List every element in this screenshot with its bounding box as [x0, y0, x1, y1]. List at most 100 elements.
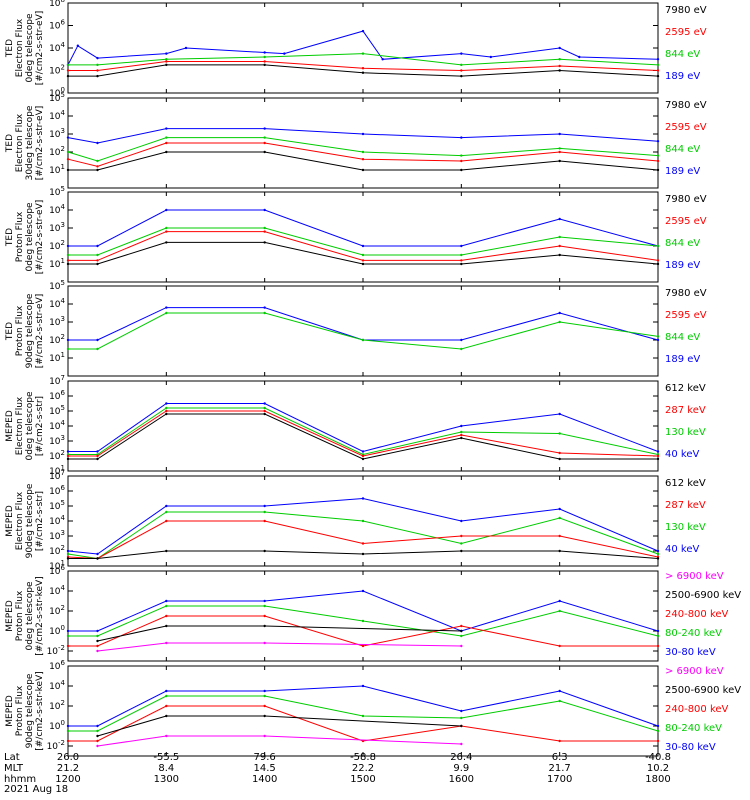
y-tick-label: 104 [49, 41, 65, 54]
panel-8-ylabel-line: Proton Flux [15, 685, 25, 736]
data-point [460, 74, 463, 78]
y-tick-label: 106 [49, 389, 65, 402]
data-point [558, 69, 561, 72]
panel-3-ylabel-line: Proton Flux [15, 211, 25, 262]
data-point [361, 67, 365, 70]
data-point [558, 253, 561, 257]
data-point [165, 402, 168, 405]
data-point [165, 734, 168, 738]
data-point [656, 557, 660, 560]
x-tick-label-mlt: 10.2 [647, 763, 669, 774]
x-tick-label-mlt: 14.5 [254, 763, 276, 774]
data-point [165, 604, 168, 608]
panel-8-ylabel-line: 90deg telescope [25, 673, 35, 748]
y-tick-label: 104 [49, 109, 65, 122]
panel-1-ylabel-line: TED [5, 39, 15, 58]
y-tick-label: 104 [49, 514, 65, 527]
series-line-80-240-kev [68, 605, 659, 637]
y-tick-label: 10-2 [47, 739, 65, 752]
y-tick-label: 102 [49, 449, 65, 462]
series-line-612-kev [68, 413, 658, 460]
data-point [165, 624, 168, 628]
data-point [96, 724, 99, 728]
data-point [66, 644, 70, 648]
data-point [460, 542, 463, 545]
x-tick-label-mlt: 8.4 [158, 763, 174, 774]
data-point [460, 253, 463, 257]
data-point [66, 338, 70, 342]
data-point [66, 69, 70, 72]
legend-entry: 189 eV [665, 260, 700, 271]
data-point [96, 634, 99, 638]
data-point [558, 244, 561, 248]
data-point [558, 507, 561, 511]
data-point [184, 46, 188, 50]
x-row-label: Lat [4, 752, 20, 763]
data-point [96, 629, 99, 633]
data-point [361, 71, 365, 74]
y-tick-label: 105 [49, 279, 65, 292]
data-point [361, 132, 365, 136]
data-point [558, 150, 561, 154]
data-point [558, 147, 561, 150]
x-row-label: hhmm [4, 774, 36, 785]
data-point [558, 534, 561, 538]
data-point [263, 614, 266, 618]
data-point [460, 347, 463, 351]
data-point [656, 724, 660, 728]
series-line-7980-ev [68, 64, 659, 77]
panel-3-ylabel-line: [#/cm2-s-str-eV] [35, 200, 45, 275]
data-point [656, 69, 660, 72]
series-line-2500-6900-kev [97, 715, 462, 737]
panel-8-ylabel-line: MEPED [5, 695, 15, 727]
data-point [165, 150, 168, 154]
data-point [66, 136, 70, 139]
y-tick-label: 106 [49, 659, 65, 672]
legend-entry: 2500-6900 keV [665, 685, 741, 696]
series-line-130-kev [67, 511, 659, 560]
data-point [361, 519, 365, 523]
panel-6-ylabel-line: MEPED [5, 505, 15, 537]
data-point [66, 244, 70, 248]
x-tick-label-hhmm: 1400 [252, 774, 277, 785]
legend-entry: 7980 eV [665, 5, 707, 16]
y-tick-label: 102 [49, 604, 65, 617]
data-point [263, 306, 266, 309]
legend-entry: 240-800 keV [665, 704, 729, 715]
legend-entry: 844 eV [665, 332, 700, 343]
data-point [263, 510, 266, 514]
series-line-7980-ev [68, 151, 659, 171]
data-point [656, 729, 660, 733]
data-point [558, 739, 561, 743]
y-tick-label: 104 [49, 679, 65, 692]
data-point [361, 262, 365, 266]
data-point [66, 158, 70, 161]
data-point [165, 694, 168, 698]
y-tick-label: 106 [49, 19, 65, 32]
data-point [96, 744, 99, 748]
data-point [558, 217, 561, 221]
data-point [96, 244, 99, 248]
data-point [460, 716, 463, 720]
data-point [165, 208, 168, 212]
data-point [460, 52, 463, 55]
data-point [263, 689, 266, 693]
x-row-label: MLT [4, 763, 24, 774]
x-tick-label-hhmm: 1600 [449, 774, 474, 785]
legend-entry: 189 eV [665, 71, 700, 82]
y-tick-label: 103 [49, 434, 65, 447]
panel-5-frame [67, 380, 659, 472]
x-tick-label-lat: 79.6 [254, 752, 276, 763]
series-line-7980-ev [68, 241, 659, 265]
series-line-2500-6900-kev [97, 625, 462, 642]
series-line-240-800-kev [68, 705, 658, 742]
data-point [460, 136, 463, 139]
data-point [165, 689, 168, 693]
data-point [263, 208, 266, 212]
data-point [165, 141, 168, 145]
panel-6-ylabel-line: [#/cm2-s-str] [35, 491, 45, 551]
panel-4-ylabel-line: [#/cm2-s-str-eV] [35, 294, 45, 369]
data-point [165, 510, 168, 514]
data-point [66, 253, 70, 257]
legend-entry: 7980 eV [665, 194, 707, 205]
